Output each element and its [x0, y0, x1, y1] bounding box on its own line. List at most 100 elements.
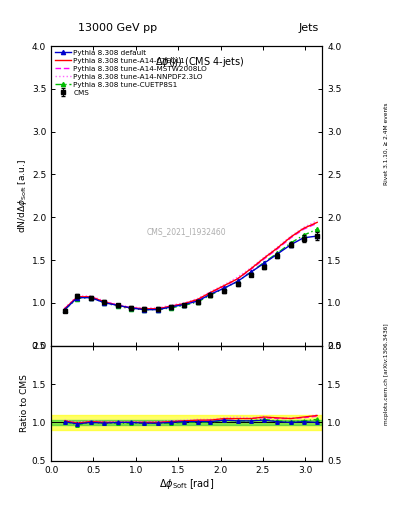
- Pythia 8.308 tune-CUETP8S1: [88, 294, 93, 301]
- Pythia 8.308 default: [102, 300, 107, 306]
- Pythia 8.308 tune-A14-MSTW2008LO: [315, 220, 320, 226]
- Pythia 8.308 tune-A14-MSTW2008LO: [156, 306, 160, 312]
- Legend: Pythia 8.308 default, Pythia 8.308 tune-A14-CTEQL1, Pythia 8.308 tune-A14-MSTW20: Pythia 8.308 default, Pythia 8.308 tune-…: [53, 48, 209, 97]
- X-axis label: $\Delta\phi_{\rm Soft}$ [rad]: $\Delta\phi_{\rm Soft}$ [rad]: [159, 477, 214, 492]
- Pythia 8.308 tune-A14-NNPDF2.3LO: [116, 302, 120, 308]
- Pythia 8.308 tune-CUETP8S1: [249, 269, 253, 275]
- Pythia 8.308 tune-A14-CTEQL1: [275, 245, 280, 251]
- Pythia 8.308 default: [182, 302, 187, 308]
- Pythia 8.308 tune-A14-MSTW2008LO: [116, 302, 120, 308]
- Pythia 8.308 tune-A14-NNPDF2.3LO: [62, 305, 67, 311]
- Pythia 8.308 tune-A14-MSTW2008LO: [301, 226, 306, 232]
- Pythia 8.308 tune-A14-MSTW2008LO: [129, 305, 133, 311]
- Pythia 8.308 default: [116, 302, 120, 308]
- Pythia 8.308 default: [88, 294, 93, 301]
- Pythia 8.308 tune-A14-CTEQL1: [222, 283, 226, 289]
- Pythia 8.308 default: [156, 307, 160, 313]
- Pythia 8.308 tune-A14-NNPDF2.3LO: [182, 300, 187, 306]
- Pythia 8.308 tune-A14-MSTW2008LO: [168, 303, 173, 309]
- Pythia 8.308 default: [129, 305, 133, 311]
- Pythia 8.308 tune-A14-CTEQL1: [182, 301, 187, 307]
- Pythia 8.308 tune-A14-CTEQL1: [129, 305, 133, 311]
- Pythia 8.308 tune-CUETP8S1: [75, 295, 80, 302]
- Pythia 8.308 tune-A14-MSTW2008LO: [75, 294, 80, 300]
- Line: Pythia 8.308 default: Pythia 8.308 default: [62, 234, 319, 312]
- Pythia 8.308 tune-A14-MSTW2008LO: [195, 297, 200, 303]
- Pythia 8.308 tune-A14-NNPDF2.3LO: [102, 298, 107, 304]
- Pythia 8.308 tune-A14-CTEQL1: [88, 294, 93, 300]
- Pythia 8.308 default: [249, 269, 253, 275]
- Pythia 8.308 default: [261, 261, 266, 267]
- Pythia 8.308 tune-A14-NNPDF2.3LO: [75, 293, 80, 299]
- Pythia 8.308 tune-A14-NNPDF2.3LO: [301, 224, 306, 230]
- Text: Rivet 3.1.10, ≥ 2.4M events: Rivet 3.1.10, ≥ 2.4M events: [384, 102, 389, 185]
- Pythia 8.308 tune-CUETP8S1: [102, 300, 107, 306]
- Line: Pythia 8.308 tune-A14-MSTW2008LO: Pythia 8.308 tune-A14-MSTW2008LO: [64, 223, 317, 309]
- Pythia 8.308 tune-A14-MSTW2008LO: [208, 289, 213, 295]
- Pythia 8.308 tune-A14-MSTW2008LO: [222, 284, 226, 290]
- Pythia 8.308 tune-A14-CTEQL1: [156, 306, 160, 312]
- Pythia 8.308 tune-A14-MSTW2008LO: [261, 256, 266, 262]
- Pythia 8.308 tune-CUETP8S1: [142, 307, 147, 313]
- Pythia 8.308 tune-A14-NNPDF2.3LO: [88, 293, 93, 299]
- Pythia 8.308 tune-CUETP8S1: [275, 250, 280, 256]
- Pythia 8.308 tune-CUETP8S1: [168, 305, 173, 311]
- Pythia 8.308 tune-CUETP8S1: [222, 285, 226, 291]
- Pythia 8.308 tune-CUETP8S1: [208, 292, 213, 298]
- Pythia 8.308 default: [142, 307, 147, 313]
- Pythia 8.308 tune-A14-CTEQL1: [168, 303, 173, 309]
- Y-axis label: Ratio to CMS: Ratio to CMS: [20, 374, 29, 432]
- Text: $\Delta\phi$(jj) (CMS 4-jets): $\Delta\phi$(jj) (CMS 4-jets): [155, 55, 245, 69]
- Pythia 8.308 tune-CUETP8S1: [129, 306, 133, 312]
- Pythia 8.308 tune-A14-CTEQL1: [315, 219, 320, 225]
- Pythia 8.308 tune-A14-CTEQL1: [208, 289, 213, 295]
- Pythia 8.308 tune-A14-NNPDF2.3LO: [315, 218, 320, 224]
- Pythia 8.308 tune-A14-CTEQL1: [62, 306, 67, 312]
- Pythia 8.308 tune-A14-CTEQL1: [102, 299, 107, 305]
- Text: Jets: Jets: [298, 23, 318, 33]
- Pythia 8.308 tune-CUETP8S1: [301, 232, 306, 238]
- Pythia 8.308 tune-A14-NNPDF2.3LO: [168, 302, 173, 308]
- Pythia 8.308 tune-A14-NNPDF2.3LO: [288, 233, 293, 239]
- Pythia 8.308 default: [75, 294, 80, 301]
- Pythia 8.308 tune-A14-CTEQL1: [249, 266, 253, 272]
- Pythia 8.308 tune-A14-NNPDF2.3LO: [156, 305, 160, 311]
- Pythia 8.308 default: [235, 279, 240, 285]
- Pythia 8.308 tune-A14-NNPDF2.3LO: [222, 282, 226, 288]
- Pythia 8.308 default: [301, 234, 306, 241]
- Line: Pythia 8.308 tune-A14-CTEQL1: Pythia 8.308 tune-A14-CTEQL1: [64, 222, 317, 309]
- Pythia 8.308 tune-A14-MSTW2008LO: [62, 306, 67, 312]
- Pythia 8.308 tune-A14-CTEQL1: [288, 234, 293, 240]
- Pythia 8.308 tune-A14-CTEQL1: [195, 296, 200, 303]
- Line: Pythia 8.308 tune-CUETP8S1: Pythia 8.308 tune-CUETP8S1: [62, 227, 319, 312]
- Pythia 8.308 tune-A14-NNPDF2.3LO: [142, 305, 147, 311]
- Pythia 8.308 default: [222, 285, 226, 291]
- Line: Pythia 8.308 tune-A14-NNPDF2.3LO: Pythia 8.308 tune-A14-NNPDF2.3LO: [64, 221, 317, 308]
- Pythia 8.308 tune-A14-CTEQL1: [261, 255, 266, 262]
- Text: CMS_2021_I1932460: CMS_2021_I1932460: [147, 227, 226, 236]
- Pythia 8.308 tune-A14-MSTW2008LO: [88, 294, 93, 300]
- Pythia 8.308 tune-A14-CTEQL1: [116, 302, 120, 308]
- Pythia 8.308 tune-A14-NNPDF2.3LO: [208, 289, 213, 295]
- Pythia 8.308 default: [168, 304, 173, 310]
- Y-axis label: dN/d$\Delta\phi_{\rm Soft}$ [a.u.]: dN/d$\Delta\phi_{\rm Soft}$ [a.u.]: [16, 159, 29, 233]
- Pythia 8.308 tune-A14-CTEQL1: [301, 225, 306, 231]
- Pythia 8.308 tune-CUETP8S1: [235, 279, 240, 285]
- Pythia 8.308 tune-A14-MSTW2008LO: [275, 246, 280, 252]
- Pythia 8.308 tune-A14-MSTW2008LO: [235, 276, 240, 282]
- Pythia 8.308 tune-A14-CTEQL1: [75, 294, 80, 300]
- Pythia 8.308 tune-CUETP8S1: [315, 226, 320, 232]
- Pythia 8.308 tune-A14-NNPDF2.3LO: [235, 274, 240, 280]
- Text: mcplots.cern.ch [arXiv:1306.3436]: mcplots.cern.ch [arXiv:1306.3436]: [384, 323, 389, 424]
- Pythia 8.308 tune-A14-NNPDF2.3LO: [249, 265, 253, 271]
- Pythia 8.308 default: [275, 251, 280, 257]
- Pythia 8.308 tune-CUETP8S1: [195, 299, 200, 305]
- Pythia 8.308 default: [315, 233, 320, 239]
- Pythia 8.308 tune-A14-NNPDF2.3LO: [275, 244, 280, 250]
- Pythia 8.308 default: [62, 307, 67, 313]
- Text: 13000 GeV pp: 13000 GeV pp: [78, 23, 158, 33]
- Pythia 8.308 tune-A14-CTEQL1: [235, 276, 240, 282]
- Pythia 8.308 tune-CUETP8S1: [182, 302, 187, 308]
- Pythia 8.308 tune-CUETP8S1: [62, 307, 67, 313]
- Pythia 8.308 tune-A14-NNPDF2.3LO: [195, 295, 200, 302]
